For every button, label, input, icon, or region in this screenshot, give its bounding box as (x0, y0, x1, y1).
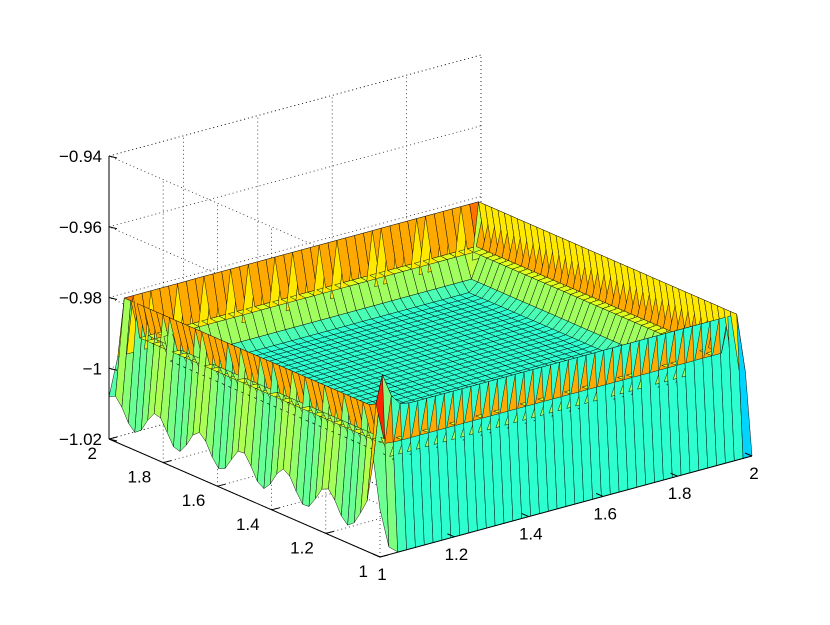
z-tick-mark-4 (108, 155, 118, 159)
y-tick-label-1: 1.2 (290, 538, 314, 557)
x-tick-label-2: 1.4 (519, 525, 543, 544)
surface-mesh (108, 201, 753, 553)
x-tick-label-3: 1.6 (593, 504, 617, 523)
y-axis-line (108, 438, 381, 558)
x-tick-mark-4 (670, 472, 678, 477)
x-tick-mark-1 (447, 533, 455, 538)
y-tick-label-4: 1.8 (128, 468, 152, 487)
x-tick-label-0: 1 (377, 565, 386, 584)
x-tick-label-5: 2 (749, 464, 758, 483)
z-tick-mark-1 (108, 367, 118, 371)
x-tick-label-4: 1.8 (668, 484, 692, 503)
z-tick-mark-3 (108, 226, 118, 230)
x-tick-label-1: 1.2 (445, 545, 469, 564)
x-tick-mark-2 (521, 513, 529, 518)
y-tick-label-5: 2 (88, 444, 97, 463)
grid-line-z-back-2 (108, 196, 482, 298)
y-tick-label-2: 1.4 (236, 515, 260, 534)
grid-box-top-back (108, 54, 482, 157)
z-tick-label-2: −0.98 (59, 289, 102, 308)
y-tick-mark-4 (163, 460, 172, 464)
grid-line-z-back-3 (108, 125, 482, 228)
axes (108, 155, 753, 558)
y-tick-mark-3 (217, 483, 226, 487)
y-tick-mark-0 (379, 554, 389, 558)
z-tick-mark-0 (108, 438, 118, 442)
z-tick-label-1: −1 (83, 359, 102, 378)
y-tick-mark-1 (325, 530, 334, 534)
z-tick-label-4: −0.94 (59, 147, 102, 166)
y-tick-mark-2 (271, 507, 280, 511)
z-tick-label-0: −1.02 (59, 430, 102, 449)
tick-labels: 11.21.41.61.8211.21.41.61.82−1.02−1−0.98… (59, 147, 759, 584)
x-tick-mark-5 (744, 452, 753, 457)
z-tick-label-3: −0.96 (59, 218, 102, 237)
z-tick-mark-2 (108, 297, 118, 300)
x-tick-mark-0 (372, 553, 381, 558)
x-tick-mark-3 (596, 492, 604, 497)
y-tick-label-3: 1.6 (182, 491, 206, 510)
x-axis-line (379, 455, 753, 558)
y-tick-label-0: 1 (359, 562, 368, 581)
y-tick-mark-5 (108, 436, 118, 440)
